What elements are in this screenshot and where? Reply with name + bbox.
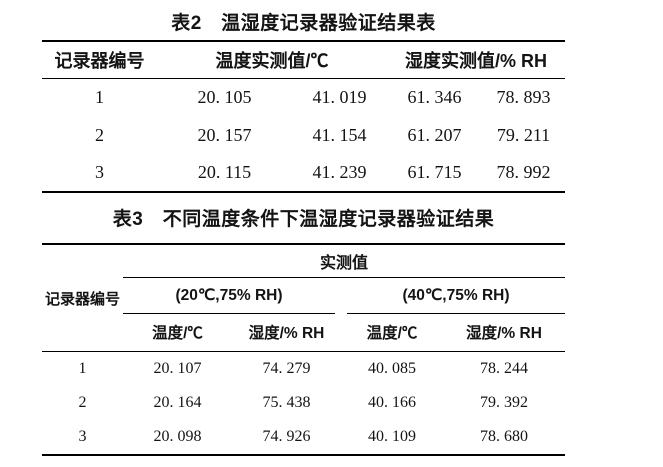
table3-condition-20c-75rh: (20℃,75% RH) bbox=[123, 277, 341, 314]
table2-header-humidity: 湿度实测值/% RH bbox=[387, 41, 566, 79]
table3-subheader-temperature: 温度/℃ bbox=[341, 313, 443, 352]
table3-caption: 表3 不同温度条件下温湿度记录器验证结果 bbox=[112, 209, 495, 230]
temp-value-cell: 41. 019 bbox=[312, 86, 367, 107]
table2-row-3: 3 20. 115 41. 239 61. 715 78. 992 bbox=[42, 154, 565, 192]
temp-value-cell: 20. 107 bbox=[153, 359, 202, 377]
table3-subheader-humidity: 湿度/% RH bbox=[232, 313, 341, 352]
recorder-id-cell: 2 bbox=[78, 393, 87, 411]
table3-header-row-subcolumns: 温度/℃ 湿度/% RH 温度/℃ 湿度/% RH bbox=[42, 313, 566, 352]
table3: 记录器编号 实测值 (20℃,75% RH) (40℃,75% RH) 温度/℃… bbox=[42, 243, 566, 456]
humidity-value-cell: 79. 392 bbox=[480, 393, 528, 411]
temp-value-cell: 40. 085 bbox=[368, 359, 416, 377]
humidity-value-cell: 74. 279 bbox=[262, 359, 311, 377]
humidity-value-cell: 75. 438 bbox=[262, 393, 311, 411]
condition-label: (20℃,75% RH) bbox=[123, 278, 335, 314]
table2-header-row: 记录器编号 温度实测值/℃ 湿度实测值/% RH bbox=[42, 41, 566, 79]
table3-header-row-measured: 记录器编号 实测值 bbox=[42, 244, 566, 352]
recorder-id-cell: 3 bbox=[95, 162, 104, 182]
table2-row-2: 2 20. 157 41. 154 61. 207 79. 211 bbox=[42, 116, 565, 154]
table3-row-3: 3 20. 098 74. 926 40. 109 78. 680 bbox=[42, 420, 565, 455]
table3-header-recorder-id: 记录器编号 bbox=[42, 244, 123, 352]
table3-header-row-conditions: (20℃,75% RH) (40℃,75% RH) bbox=[42, 277, 566, 314]
humidity-value-cell: 78. 680 bbox=[480, 427, 528, 445]
humidity-value-cell: 61. 715 bbox=[407, 162, 462, 182]
humidity-value-cell: 74. 926 bbox=[262, 427, 311, 445]
recorder-id-cell: 2 bbox=[95, 124, 104, 145]
humidity-value-cell: 61. 207 bbox=[407, 124, 462, 145]
table3-subheader-humidity: 湿度/% RH bbox=[443, 313, 566, 352]
table3-header-measured-values: 实测值 bbox=[123, 244, 566, 278]
temp-value-cell: 41. 154 bbox=[312, 124, 367, 145]
table2-header-temperature: 温度实测值/℃ bbox=[157, 41, 388, 79]
temp-value-cell: 40. 166 bbox=[368, 393, 416, 411]
table2-caption: 表2 温湿度记录器验证结果表 bbox=[171, 13, 436, 34]
table3-row-1: 1 20. 107 74. 279 40. 085 78. 244 bbox=[42, 352, 565, 386]
humidity-value-cell: 79. 211 bbox=[496, 124, 551, 145]
table3-row-2: 2 20. 164 75. 438 40. 166 79. 392 bbox=[42, 386, 565, 420]
temp-value-cell: 41. 239 bbox=[312, 162, 367, 182]
temp-value-cell: 20. 157 bbox=[197, 124, 252, 145]
humidity-value-cell: 78. 244 bbox=[480, 359, 528, 377]
temp-value-cell: 20. 105 bbox=[197, 86, 252, 107]
table3-subheader-temperature: 温度/℃ bbox=[123, 313, 232, 352]
temp-value-cell: 20. 115 bbox=[197, 162, 252, 182]
humidity-value-cell: 78. 893 bbox=[496, 86, 551, 107]
table2-row-1: 1 20. 105 41. 019 61. 346 78. 893 bbox=[42, 78, 565, 116]
table2: 记录器编号 温度实测值/℃ 湿度实测值/% RH 1 20. 105 41. 0… bbox=[42, 40, 566, 193]
recorder-id-cell: 1 bbox=[78, 359, 87, 377]
temp-value-cell: 20. 098 bbox=[153, 427, 202, 445]
recorder-id-cell: 3 bbox=[78, 427, 87, 445]
table3-condition-40c-75rh: (40℃,75% RH) bbox=[341, 277, 566, 314]
humidity-value-cell: 61. 346 bbox=[407, 86, 462, 107]
recorder-id-cell: 1 bbox=[95, 86, 104, 107]
temp-value-cell: 20. 164 bbox=[153, 393, 202, 411]
table2-header-recorder-id: 记录器编号 bbox=[42, 41, 157, 79]
condition-label: (40℃,75% RH) bbox=[347, 278, 566, 314]
temp-value-cell: 40. 109 bbox=[368, 427, 416, 445]
humidity-value-cell: 78. 992 bbox=[496, 162, 551, 182]
